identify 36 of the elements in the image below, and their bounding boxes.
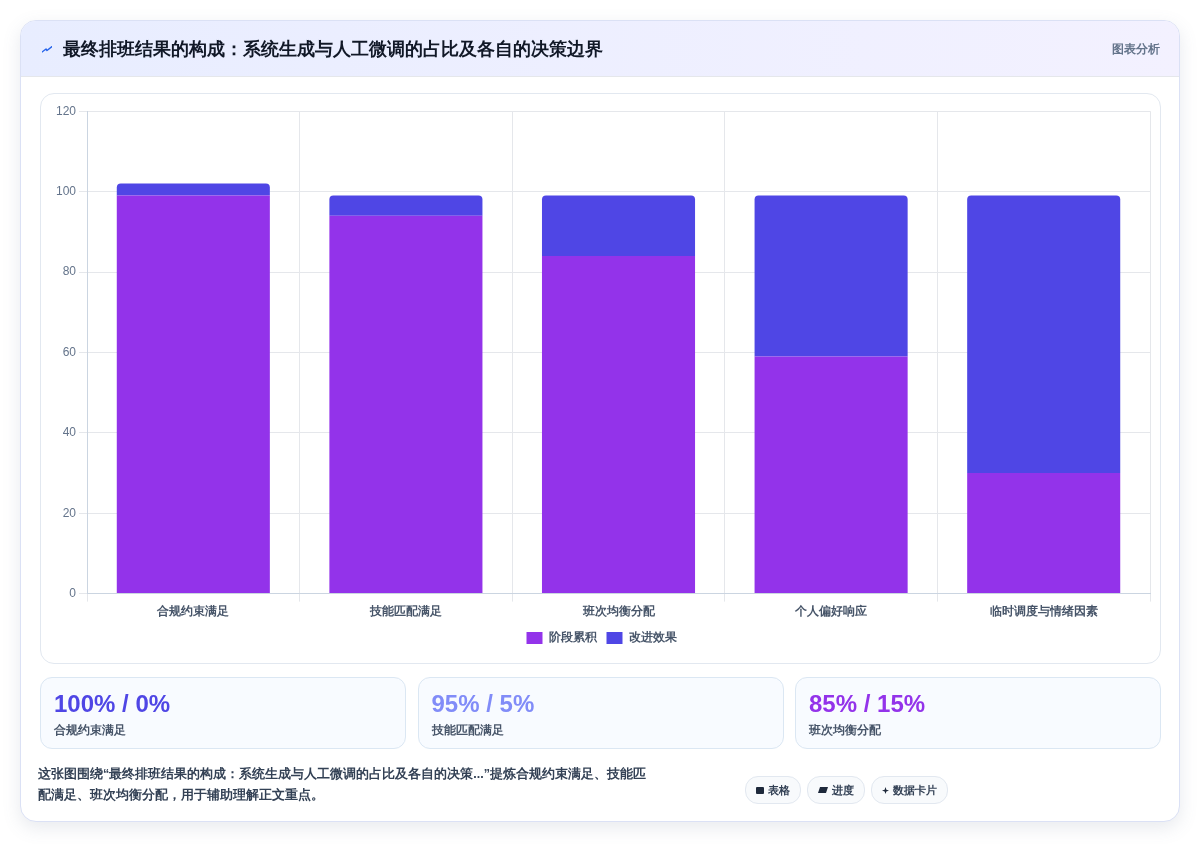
bar: [116, 195, 270, 594]
x-tick-label: 班次均衡分配: [581, 604, 656, 619]
legend-label: 改进效果: [628, 630, 678, 645]
y-tick-label: 120: [55, 103, 77, 118]
bar: [541, 255, 696, 594]
bar: [754, 356, 908, 594]
bar: [541, 195, 696, 256]
text: 数据卡片: [893, 782, 937, 798]
text: 表格: [768, 782, 790, 798]
text: 100% / 0%: [54, 689, 171, 719]
x-tick-label: 临时调度与情绪因素: [989, 604, 1098, 619]
text: 班次均衡分配: [809, 722, 881, 738]
text: 85% / 15%: [809, 689, 926, 719]
legend-label: 阶段累积: [548, 630, 598, 645]
y-tick-label: 100: [55, 183, 77, 198]
bar: [329, 195, 483, 216]
bar: [754, 195, 908, 357]
y-tick-label: 60: [62, 344, 77, 359]
y-tick-label: 40: [62, 425, 77, 440]
bar: [329, 215, 483, 594]
text: 合规约束满足: [54, 722, 126, 738]
chart-title: 最终排班结果的构成：系统生成与人工微调的占比及各自的决策边界: [63, 38, 603, 61]
x-tick-label: 技能匹配满足: [368, 604, 442, 619]
x-tick-label: 合规约束满足: [156, 604, 230, 619]
x-tick-label: 个人偏好响应: [794, 604, 868, 619]
text: 95% / 5%: [431, 689, 535, 719]
text: 技能匹配满足: [431, 722, 504, 738]
bar: [116, 183, 270, 196]
bar: [967, 195, 1121, 473]
text: 这张图围绕“最终排班结果的构成：系统生成与人工微调的占比及各自的决策...”提炼合规约束满足、技能匹配满足、班次均衡分配，用于辅助理解正文重点。: [38, 766, 647, 804]
text: 进度: [832, 782, 854, 798]
text: 图表分析: [1112, 41, 1160, 58]
bar: [967, 473, 1121, 594]
y-tick-label: 0: [69, 585, 77, 600]
y-tick-label: 80: [62, 264, 77, 279]
y-tick-label: 20: [62, 505, 77, 520]
